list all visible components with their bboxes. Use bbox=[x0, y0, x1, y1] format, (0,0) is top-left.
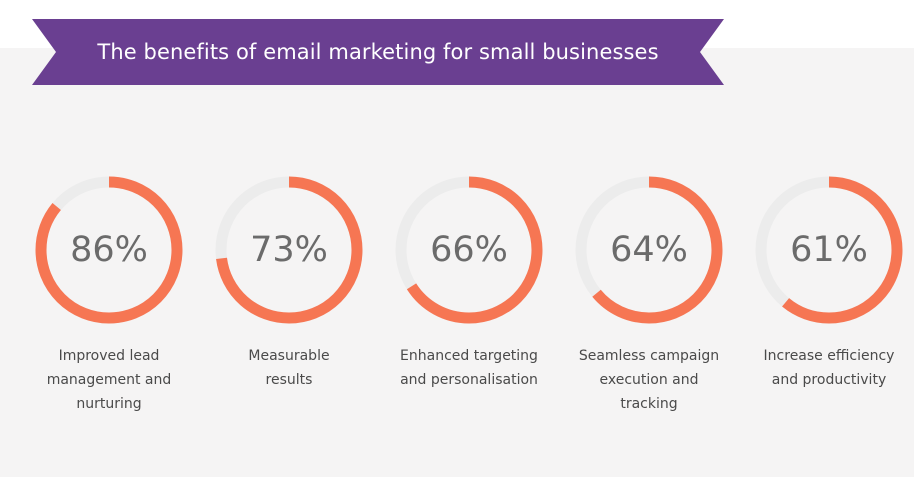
banner-ribbon-shape bbox=[32, 19, 724, 85]
donut-chart bbox=[35, 176, 183, 324]
donut-value-arc bbox=[575, 176, 723, 324]
stat-caption: Enhanced targeting and personalisation bbox=[400, 348, 538, 388]
stat-value-label: 61% bbox=[790, 230, 868, 270]
stat-item: 73% Measurable results bbox=[209, 170, 369, 392]
title-banner bbox=[32, 19, 724, 85]
stat-caption: Improved lead management and nurturing bbox=[46, 348, 172, 412]
stat-item: 86% Improved lead management and nurturi… bbox=[29, 170, 189, 416]
stat-item: 61% Increase efficiency and productivity bbox=[749, 170, 909, 392]
donut-value-arc bbox=[35, 176, 183, 324]
page-title: The benefits of email marketing for smal… bbox=[97, 40, 659, 64]
donut-value-arc bbox=[215, 176, 363, 324]
stat-item: 64% Seamless campaign execution and trac… bbox=[569, 170, 729, 416]
stat-value-label: 66% bbox=[430, 230, 508, 270]
stat-caption: Measurable results bbox=[248, 348, 330, 388]
donut-value-arc bbox=[755, 176, 903, 324]
donut-chart bbox=[755, 176, 903, 324]
donut-chart bbox=[575, 176, 723, 324]
donut-chart bbox=[395, 176, 543, 324]
stat-value-label: 64% bbox=[610, 230, 688, 270]
donut-value-arc bbox=[395, 176, 543, 324]
donut-chart bbox=[215, 176, 363, 324]
stat-value-label: 73% bbox=[250, 230, 328, 270]
stat-item: 66% Enhanced targeting and personalisati… bbox=[389, 170, 549, 392]
stat-caption: Increase efficiency and productivity bbox=[763, 348, 895, 388]
stat-value-label: 86% bbox=[70, 230, 148, 270]
stat-caption: Seamless campaign execution and tracking bbox=[578, 348, 720, 412]
